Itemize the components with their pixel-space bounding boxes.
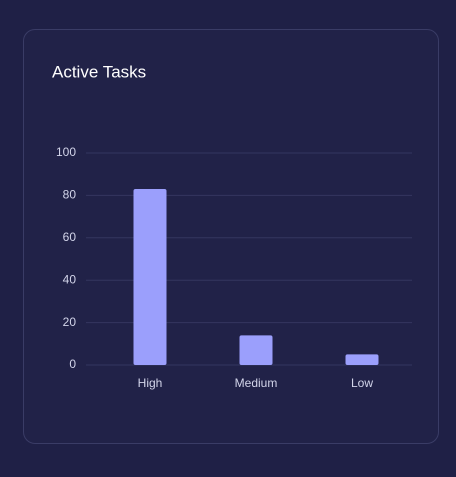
x-tick-label: Low — [351, 376, 373, 390]
bar — [239, 335, 273, 365]
chart-title: Active Tasks — [52, 62, 146, 81]
y-tick-label: 80 — [63, 188, 77, 202]
x-tick-label: Medium — [235, 376, 278, 390]
y-tick-label: 20 — [63, 315, 77, 329]
bar — [133, 189, 167, 365]
card — [23, 29, 439, 444]
y-tick-label: 0 — [69, 357, 76, 371]
y-tick-label: 40 — [63, 272, 77, 286]
y-tick-label: 60 — [63, 230, 77, 244]
y-tick-label: 100 — [56, 145, 76, 159]
bar — [345, 354, 379, 365]
x-tick-label: High — [138, 376, 163, 390]
